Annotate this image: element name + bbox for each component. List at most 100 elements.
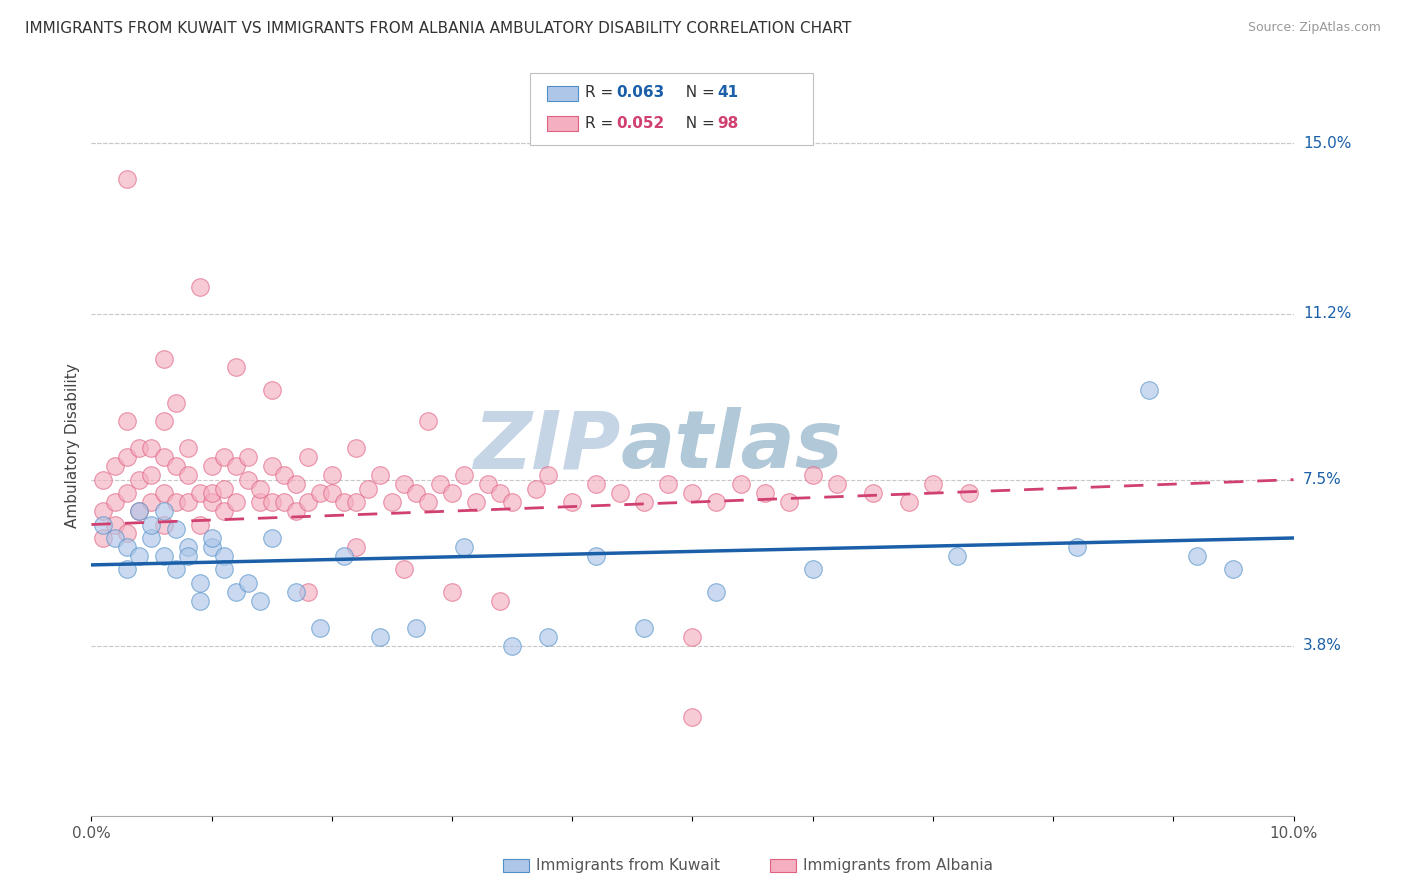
Point xyxy=(585,477,607,491)
Point xyxy=(141,517,163,532)
Point xyxy=(260,459,283,474)
Point xyxy=(152,517,174,532)
Point xyxy=(321,468,343,483)
Point xyxy=(141,442,163,456)
Point xyxy=(188,517,211,532)
Point xyxy=(188,279,211,293)
Text: ZIP: ZIP xyxy=(472,407,620,485)
Point xyxy=(1137,383,1160,397)
Text: Source: ZipAtlas.com: Source: ZipAtlas.com xyxy=(1247,21,1381,34)
Y-axis label: Ambulatory Disability: Ambulatory Disability xyxy=(65,364,80,528)
Point xyxy=(778,495,800,509)
Point xyxy=(225,584,247,599)
Point xyxy=(236,473,259,487)
Point xyxy=(212,504,235,518)
Point xyxy=(201,531,224,545)
Point xyxy=(212,482,235,496)
Point xyxy=(754,486,776,500)
Point xyxy=(117,450,139,465)
Point xyxy=(681,630,703,644)
Point xyxy=(333,549,356,563)
Point xyxy=(297,450,319,465)
Point xyxy=(128,473,150,487)
Text: 3.8%: 3.8% xyxy=(1303,638,1343,653)
Point xyxy=(117,540,139,554)
Point xyxy=(561,495,583,509)
Point xyxy=(392,562,415,576)
Point xyxy=(128,504,150,518)
Point xyxy=(489,594,512,608)
Point xyxy=(212,562,235,576)
Point xyxy=(165,562,187,576)
Text: R =: R = xyxy=(585,116,619,130)
Point xyxy=(706,495,728,509)
Point xyxy=(201,486,224,500)
Point xyxy=(104,459,127,474)
Point xyxy=(273,468,295,483)
Point xyxy=(249,594,271,608)
Text: Immigrants from Kuwait: Immigrants from Kuwait xyxy=(536,858,720,872)
Text: 15.0%: 15.0% xyxy=(1303,136,1351,151)
Text: R =: R = xyxy=(585,86,619,100)
Point xyxy=(465,495,488,509)
Text: 41: 41 xyxy=(717,86,738,100)
Point xyxy=(201,495,224,509)
Point xyxy=(297,495,319,509)
Point xyxy=(922,477,945,491)
Text: N =: N = xyxy=(676,86,720,100)
Point xyxy=(537,468,560,483)
Point xyxy=(176,468,198,483)
Point xyxy=(368,468,391,483)
Point xyxy=(260,531,283,545)
Point xyxy=(260,495,283,509)
Point xyxy=(104,531,127,545)
Point xyxy=(381,495,404,509)
Point xyxy=(801,562,824,576)
Point xyxy=(117,526,139,541)
Text: Immigrants from Albania: Immigrants from Albania xyxy=(803,858,993,872)
Point xyxy=(152,549,174,563)
Point xyxy=(946,549,969,563)
Point xyxy=(633,621,655,635)
Point xyxy=(357,482,380,496)
Point xyxy=(93,504,115,518)
Point xyxy=(862,486,884,500)
Point xyxy=(225,459,247,474)
Point xyxy=(477,477,499,491)
Text: atlas: atlas xyxy=(620,407,844,485)
Point xyxy=(344,442,367,456)
Point xyxy=(141,495,163,509)
Point xyxy=(321,486,343,500)
Point xyxy=(165,522,187,536)
Point xyxy=(273,495,295,509)
Point xyxy=(681,710,703,724)
Point xyxy=(188,486,211,500)
Point xyxy=(141,468,163,483)
Point xyxy=(152,486,174,500)
Point xyxy=(152,351,174,366)
Point xyxy=(152,450,174,465)
Point xyxy=(440,486,463,500)
Point xyxy=(176,442,198,456)
Point xyxy=(236,575,259,590)
Point xyxy=(524,482,547,496)
Point xyxy=(201,540,224,554)
Point xyxy=(453,468,475,483)
Point xyxy=(284,584,307,599)
Point xyxy=(284,477,307,491)
Text: 0.052: 0.052 xyxy=(616,116,664,130)
Point xyxy=(152,414,174,428)
Point xyxy=(188,575,211,590)
Point xyxy=(284,504,307,518)
Text: 98: 98 xyxy=(717,116,738,130)
Point xyxy=(489,486,512,500)
Point xyxy=(225,495,247,509)
Point xyxy=(957,486,980,500)
Text: 11.2%: 11.2% xyxy=(1303,306,1351,321)
Point xyxy=(188,594,211,608)
Point xyxy=(93,531,115,545)
Point xyxy=(212,549,235,563)
Point xyxy=(657,477,679,491)
Point xyxy=(308,486,330,500)
Point xyxy=(344,495,367,509)
